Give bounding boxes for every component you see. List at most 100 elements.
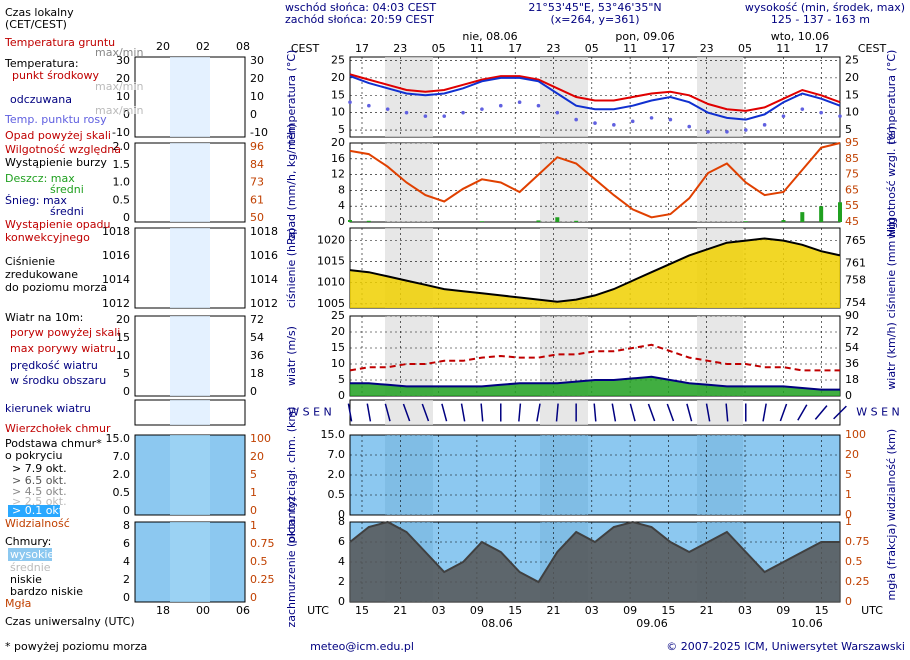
local-hour: 11	[776, 42, 790, 55]
dew-point	[649, 116, 654, 120]
dew-point	[480, 107, 484, 111]
mini-night	[170, 522, 210, 602]
dew-point	[517, 100, 522, 105]
tick-label: 0	[338, 595, 345, 608]
mini-tick: 0	[123, 385, 130, 398]
mini-tick: 20	[116, 72, 130, 85]
local-hour: 05	[738, 42, 752, 55]
mini-tick: 1014	[102, 273, 130, 286]
tick-label: 72	[845, 325, 859, 338]
precip-bar	[819, 206, 824, 222]
mini-tick: 1	[250, 519, 257, 532]
mini-tick: 61	[250, 193, 264, 206]
tick-label: 65	[845, 183, 859, 196]
legend-swatch	[8, 505, 60, 517]
tick-label: 8	[338, 183, 345, 196]
tick-label: 2.0	[328, 468, 346, 481]
mini-tick: 10	[116, 349, 130, 362]
legend-text: > 0.1 okt.	[12, 504, 67, 517]
line	[349, 520, 840, 584]
wind-arrow	[480, 403, 484, 422]
legend-text: > 4.5 okt.	[12, 485, 67, 498]
tick-label: 1	[845, 515, 852, 528]
day-bottom: 10.06	[791, 617, 823, 630]
legend-text: Czas lokalny	[5, 6, 74, 19]
wind-arrow	[593, 403, 597, 422]
night-band	[697, 57, 743, 137]
mini-tick: 0	[250, 591, 257, 604]
legend-text: o pokryciu	[5, 449, 62, 462]
night-band	[697, 400, 743, 425]
wind-arrow	[421, 403, 430, 422]
legend-text: Śnieg: max	[5, 194, 67, 207]
legend-text: konwekcyjnego	[5, 231, 90, 244]
precip-bar	[555, 217, 560, 222]
tick-label: 45	[845, 215, 859, 228]
legend-text: max porywy wiatru	[10, 342, 116, 355]
mini-tick: 30	[250, 54, 264, 67]
mini-tick: 84	[250, 158, 264, 171]
mini-tick: 20	[250, 450, 264, 463]
line	[349, 75, 841, 121]
day-bottom: 09.06	[636, 617, 668, 630]
wind-arrow	[647, 403, 656, 422]
local-hour: 05	[585, 42, 599, 55]
tick-label: 0	[845, 389, 852, 402]
axis-label: wiatr (m/s)	[285, 326, 298, 386]
day-top: wto, 10.06	[771, 30, 830, 43]
dew-point	[536, 103, 541, 108]
tick-label: 5	[845, 123, 852, 136]
local-hour: 17	[508, 42, 522, 55]
legend-text: średnie	[10, 561, 51, 574]
wind-arrow	[705, 403, 711, 422]
email: meteo@icm.edu.pl	[310, 640, 414, 653]
dew-point	[630, 119, 635, 124]
mini-tick: 54	[250, 331, 264, 344]
legend-text: Widzialność	[5, 517, 70, 530]
utc-hour: 09	[623, 604, 637, 617]
tick-label: 54	[845, 341, 859, 354]
coords: 21°53'45"E, 53°46'35"N	[528, 1, 661, 14]
tick-label: 20	[845, 71, 859, 84]
mini-tick: 1012	[250, 297, 278, 310]
mini-tick: -10	[112, 126, 130, 139]
legend-text: > 2.5 okt.	[12, 495, 67, 508]
mini-night	[170, 228, 210, 308]
mini-tick: 1018	[102, 225, 130, 238]
wind-arrow	[833, 405, 847, 420]
precip-bar	[366, 220, 371, 222]
tick-label: 0.5	[328, 488, 346, 501]
utc-hour: 21	[547, 604, 561, 617]
mini-tick: 2.0	[113, 468, 131, 481]
legend-text: punkt środkowy	[12, 69, 100, 82]
mini-tick: 6	[123, 537, 130, 550]
tick-label: 25	[331, 53, 345, 66]
tick-label: 1020	[317, 234, 345, 247]
mini-tick: 36	[250, 349, 264, 362]
legend-text: max/min	[95, 104, 143, 117]
dew-point	[743, 128, 748, 132]
utc-hour: 09	[776, 604, 790, 617]
legend-swatch	[8, 548, 52, 561]
legend-text: prędkość wiatru	[10, 359, 98, 372]
tick-label: 12	[331, 168, 345, 181]
wind-arrow	[460, 403, 466, 422]
area	[350, 522, 840, 602]
mini-tick: 0	[123, 211, 130, 224]
mini-tick: 5	[250, 468, 257, 481]
compass: W S E N	[288, 406, 332, 419]
legend-text: Wierzchołek chmur	[5, 422, 111, 435]
mini-top-hour: 08	[236, 40, 250, 53]
line	[349, 142, 841, 219]
mini-night	[170, 143, 210, 222]
local-hour: 23	[700, 42, 714, 55]
mini-tick: 0	[123, 108, 130, 121]
night-band	[385, 143, 433, 222]
night-band	[540, 400, 588, 425]
day-top: pon, 09.06	[615, 30, 674, 43]
tick-label: 0.25	[845, 575, 870, 588]
copyright: © 2007-2025 ICM, Uniwersytet Warszawski	[666, 640, 905, 653]
mini-tick: 4	[123, 555, 130, 568]
mini-tick: 0	[123, 504, 130, 517]
